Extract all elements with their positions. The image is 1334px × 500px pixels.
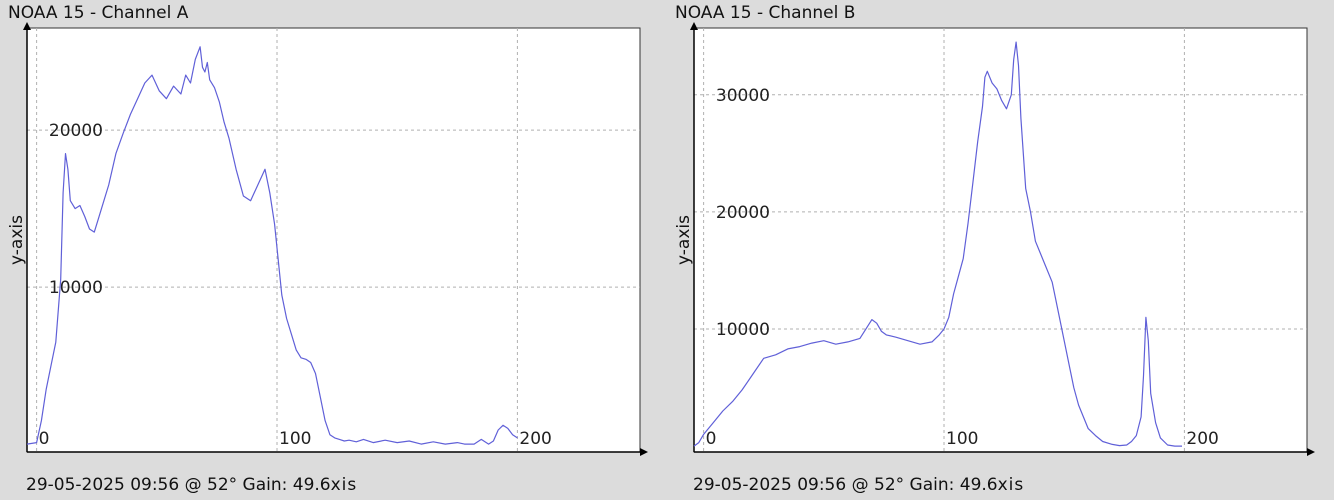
chart-title: NOAA 15 - Channel A [8, 3, 189, 23]
chart-footer-info: 29-05-2025 09:56 @ 52° Gain: 49.6xis [693, 475, 1024, 495]
x-axis-arrow-icon [1307, 448, 1315, 456]
chart-panel-channel-a: NOAA 15 - Channel A 0 100 200 10000 20000 y-a… [0, 0, 667, 500]
x-tick-label: 100 [279, 429, 311, 449]
x-tick-label: 200 [519, 429, 551, 449]
plot-background [26, 27, 641, 453]
chart-title: NOAA 15 - Channel B [675, 3, 856, 23]
x-tick-label: 200 [1186, 429, 1218, 449]
chart-plot-area[interactable]: 0 100 200 10000 20000 30000 y-axis [667, 0, 1334, 500]
x-tick-label: 0 [39, 429, 50, 449]
x-tick-label: 0 [706, 429, 717, 449]
y-tick-label: 20000 [716, 203, 770, 223]
y-tick-label: 20000 [49, 121, 103, 141]
x-tick-label: 100 [946, 429, 978, 449]
chart-plot-area[interactable]: 0 100 200 10000 20000 y-axis [0, 0, 667, 500]
x-axis-label-fragment: xis [997, 475, 1025, 495]
y-axis-label: y-axis [674, 215, 694, 265]
chart-panel-channel-b: NOAA 15 - Channel B 0 100 200 10000 20000 300… [667, 0, 1334, 500]
y-axis-label: y-axis [7, 215, 27, 265]
plot-background [693, 27, 1308, 453]
y-tick-label: 10000 [716, 320, 770, 340]
series-line [693, 41, 1182, 447]
footer-timestamp-gain: 29-05-2025 09:56 @ 52° Gain: 49.6 [26, 475, 331, 495]
y-tick-label: 10000 [49, 278, 103, 298]
x-axis-label-fragment: xis [330, 475, 358, 495]
y-tick-label: 30000 [716, 86, 770, 106]
footer-timestamp-gain: 29-05-2025 09:56 @ 52° Gain: 49.6 [693, 475, 998, 495]
y-axis-arrow-icon [23, 22, 31, 30]
x-axis-arrow-icon [640, 448, 648, 456]
series-line [26, 46, 518, 445]
y-axis-arrow-icon [690, 22, 698, 30]
chart-footer-info: 29-05-2025 09:56 @ 52° Gain: 49.6xis [26, 475, 357, 495]
